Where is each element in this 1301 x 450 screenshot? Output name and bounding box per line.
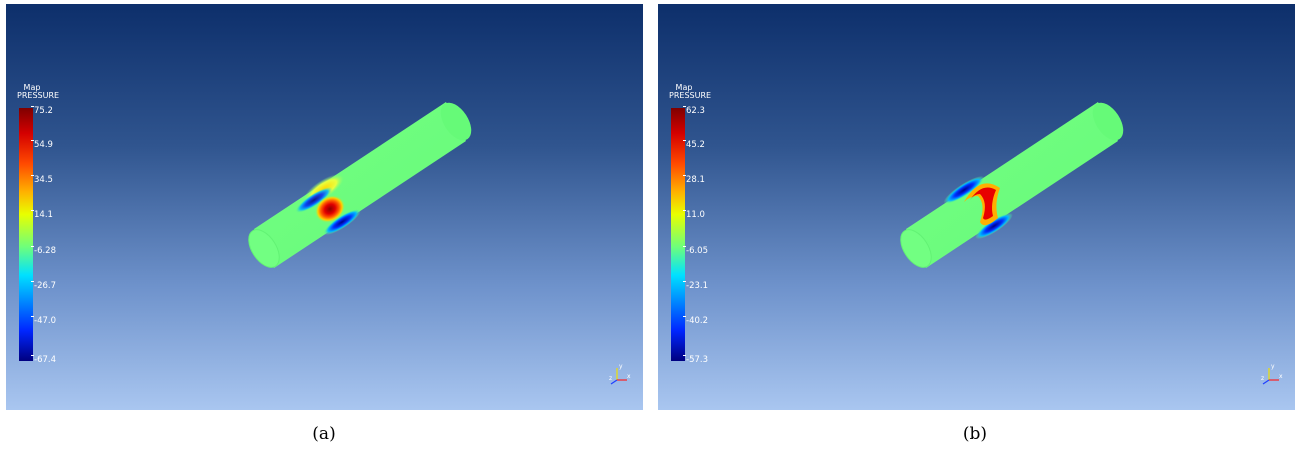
axis-z-label: z: [609, 375, 612, 382]
axis-x-label: x: [627, 373, 631, 380]
axis-z-label: z: [1261, 375, 1264, 382]
colorbar-tick: 11.0: [683, 210, 705, 220]
caption-b: (b): [962, 424, 988, 444]
pressure-high-crescent-core: [970, 187, 996, 220]
colorbar-tick: -47.0: [31, 316, 56, 326]
pressure-low-region-lower: [975, 213, 1013, 239]
colorbar-tick: 54.9: [31, 140, 53, 150]
legend-title: Map: [23, 83, 41, 92]
axis-x-label: x: [1279, 373, 1283, 380]
colorbar-legend: Map PRESSURE 62.3 45.2 28.1 11.0 -6.05 -…: [669, 84, 729, 374]
colorbar: [19, 108, 33, 361]
colorbar: [671, 108, 685, 361]
colorbar-legend: Map PRESSURE 75.2 54.9 34.5 14.1 -6.28 -…: [17, 84, 77, 374]
legend-field-name: PRESSURE: [17, 91, 60, 100]
orientation-axes-icon: y x z: [1261, 363, 1283, 385]
colorbar-tick: 14.1: [31, 210, 53, 220]
axis-y-label: y: [619, 363, 623, 370]
cylinder: [248, 102, 472, 268]
pressure-low-region-upper: [943, 175, 985, 205]
panel-a-scene: [6, 4, 643, 410]
pressure-low-region-lower: [323, 209, 361, 235]
colorbar-tick: -23.1: [683, 281, 708, 291]
pressure-low-region-upper: [295, 187, 333, 213]
colorbar-tick: 75.2: [31, 106, 53, 116]
orientation-axes-icon: y x z: [609, 363, 631, 385]
colorbar-tick: -57.3: [683, 355, 708, 365]
cylinder: [900, 102, 1124, 268]
pressure-high-region: [314, 195, 346, 223]
legend-title: Map: [675, 83, 693, 92]
colorbar-tick: -40.2: [683, 316, 708, 326]
panel-b-scene: [658, 4, 1295, 410]
axis-y-label: y: [1271, 363, 1275, 370]
colorbar-tick: 62.3: [683, 106, 705, 116]
colorbar-tick: -6.28: [31, 246, 56, 256]
colorbar-tick: -6.05: [683, 246, 708, 256]
colorbar-tick: 28.1: [683, 175, 705, 185]
panel-b-viewport[interactable]: Map PRESSURE 62.3 45.2 28.1 11.0 -6.05 -…: [658, 4, 1295, 410]
legend-field-name: PRESSURE: [669, 91, 712, 100]
colorbar-tick: 34.5: [31, 175, 53, 185]
colorbar-tick: -67.4: [31, 355, 56, 365]
colorbar-tick: -26.7: [31, 281, 56, 291]
caption-a: (a): [312, 424, 336, 444]
panel-a-viewport[interactable]: Map PRESSURE 75.2 54.9 34.5 14.1 -6.28 -…: [6, 4, 643, 410]
colorbar-tick: 45.2: [683, 140, 705, 150]
